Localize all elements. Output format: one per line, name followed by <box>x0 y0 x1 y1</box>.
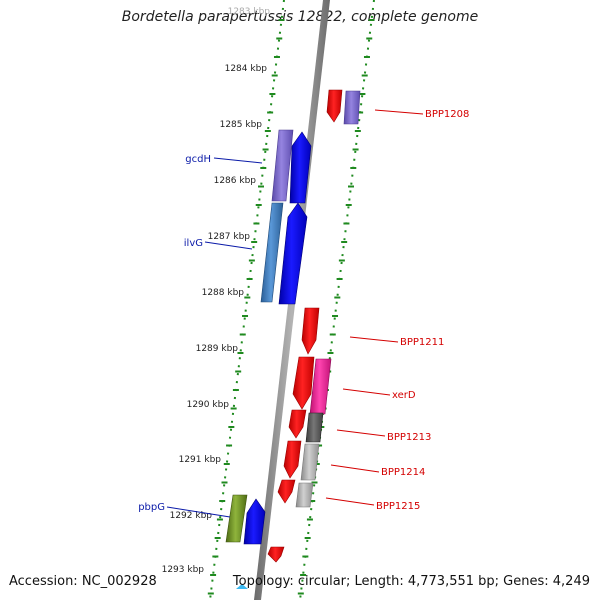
leader-bpp1211 <box>349 336 399 343</box>
tick-label-1291: 1291 kbp <box>179 455 222 465</box>
leader-pbpG <box>166 506 231 518</box>
gene-blue-1[interactable] <box>289 131 312 204</box>
label-bpp1208[interactable]: BPP1208 <box>425 109 469 120</box>
label-xerD[interactable]: xerD <box>392 390 416 401</box>
leader-gcdH <box>213 157 263 164</box>
tick-label-1292: 1292 kbp <box>170 511 213 521</box>
tick-label-1283: 1283 kbp <box>228 7 271 17</box>
gene-pbpG[interactable] <box>225 494 248 543</box>
label-ilvG[interactable]: ilvG <box>184 238 203 249</box>
accession-label: Accession: NC_002928 <box>9 574 157 589</box>
label-bpp1211[interactable]: BPP1211 <box>400 337 444 348</box>
gene-red-6[interactable] <box>267 546 285 563</box>
gene-red-4[interactable] <box>283 440 302 479</box>
leader-bpp1215 <box>325 497 375 506</box>
genome-title: Bordetella parapertussis 12822, complete… <box>121 9 479 25</box>
gene-track-right <box>267 307 320 563</box>
tick-label-1285: 1285 kbp <box>220 120 263 130</box>
tick-label-1289: 1289 kbp <box>196 344 239 354</box>
gene-bpp1208-purple[interactable] <box>343 90 361 125</box>
leader-xerD <box>342 388 391 396</box>
label-gcdH[interactable]: gcdH <box>185 154 211 165</box>
gene-ilvG[interactable] <box>260 202 284 303</box>
scale-axis: 1283 kbp 1284 kbp 1285 kbp 1286 kbp 1287… <box>162 7 271 575</box>
label-bpp1213[interactable]: BPP1213 <box>387 432 431 443</box>
label-pbpG[interactable]: pbpG <box>138 502 165 513</box>
track-line-left <box>209 0 285 600</box>
tick-label-1288: 1288 kbp <box>202 288 245 298</box>
tick-label-1293: 1293 kbp <box>162 565 205 575</box>
gene-bpp1214[interactable] <box>300 443 320 481</box>
leader-bpp1214 <box>330 464 380 473</box>
gene-track-inner-left <box>243 131 312 545</box>
tick-label-1287: 1287 kbp <box>208 232 251 242</box>
gene-red-3[interactable] <box>288 409 307 439</box>
gene-red-5[interactable] <box>277 479 296 504</box>
gene-labels: gcdH ilvG pbpG BPP1208 BPP1211 xerD BPP1… <box>138 109 469 513</box>
label-bpp1214[interactable]: BPP1214 <box>381 467 425 478</box>
tick-label-1290: 1290 kbp <box>187 400 230 410</box>
gene-bpp1208-red[interactable] <box>326 89 343 123</box>
gene-bpp1215[interactable] <box>295 482 314 508</box>
gene-gcdH[interactable] <box>271 129 294 202</box>
gene-blue-2[interactable] <box>278 202 308 305</box>
marker-triangle <box>236 584 248 589</box>
leader-bpp1208 <box>374 109 424 115</box>
topology-label: Topology: circular; Length: 4,773,551 bp… <box>232 574 590 589</box>
leader-ilvG <box>204 241 253 250</box>
gene-track-outer-right <box>295 89 361 508</box>
gene-blue-3[interactable] <box>243 498 266 545</box>
gene-track-outer-left <box>225 129 294 543</box>
gene-red-bpp1211[interactable] <box>301 307 320 355</box>
tick-label-1286: 1286 kbp <box>214 176 257 186</box>
tick-label-1284: 1284 kbp <box>225 64 268 74</box>
gene-bpp1213[interactable] <box>305 412 324 443</box>
gene-xerD[interactable] <box>309 358 332 415</box>
label-bpp1215[interactable]: BPP1215 <box>376 501 420 512</box>
leader-bpp1213 <box>336 429 386 437</box>
leader-lines <box>166 109 424 518</box>
gene-red-2[interactable] <box>292 356 315 410</box>
